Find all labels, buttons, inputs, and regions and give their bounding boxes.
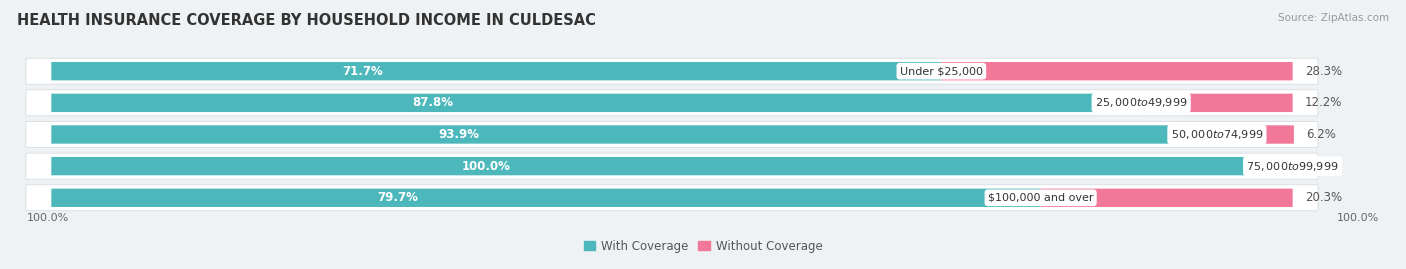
Text: $75,000 to $99,999: $75,000 to $99,999 xyxy=(1246,160,1339,173)
FancyBboxPatch shape xyxy=(1040,189,1292,207)
FancyBboxPatch shape xyxy=(51,94,1142,112)
Legend: With Coverage, Without Coverage: With Coverage, Without Coverage xyxy=(583,240,823,253)
FancyBboxPatch shape xyxy=(25,90,1317,116)
Text: $100,000 and over: $100,000 and over xyxy=(988,193,1094,203)
Text: $25,000 to $49,999: $25,000 to $49,999 xyxy=(1095,96,1188,109)
Text: 0.0%: 0.0% xyxy=(1305,160,1334,173)
Text: 100.0%: 100.0% xyxy=(461,160,510,173)
Text: 71.7%: 71.7% xyxy=(343,65,384,78)
Text: 100.0%: 100.0% xyxy=(1337,213,1379,223)
Text: $50,000 to $74,999: $50,000 to $74,999 xyxy=(1171,128,1263,141)
FancyBboxPatch shape xyxy=(51,157,1292,175)
Text: 100.0%: 100.0% xyxy=(27,213,69,223)
FancyBboxPatch shape xyxy=(25,58,1317,84)
Text: Source: ZipAtlas.com: Source: ZipAtlas.com xyxy=(1278,13,1389,23)
FancyBboxPatch shape xyxy=(51,189,1040,207)
FancyBboxPatch shape xyxy=(51,125,1218,144)
Text: 93.9%: 93.9% xyxy=(439,128,479,141)
FancyBboxPatch shape xyxy=(942,62,1292,80)
FancyBboxPatch shape xyxy=(25,122,1317,147)
FancyBboxPatch shape xyxy=(1218,125,1294,144)
FancyBboxPatch shape xyxy=(25,153,1317,179)
Text: 20.3%: 20.3% xyxy=(1305,191,1343,204)
Text: 87.8%: 87.8% xyxy=(412,96,453,109)
Text: 79.7%: 79.7% xyxy=(377,191,418,204)
Text: 6.2%: 6.2% xyxy=(1306,128,1336,141)
Text: HEALTH INSURANCE COVERAGE BY HOUSEHOLD INCOME IN CULDESAC: HEALTH INSURANCE COVERAGE BY HOUSEHOLD I… xyxy=(17,13,596,29)
Text: 12.2%: 12.2% xyxy=(1305,96,1343,109)
Text: 28.3%: 28.3% xyxy=(1305,65,1343,78)
FancyBboxPatch shape xyxy=(1142,94,1292,112)
FancyBboxPatch shape xyxy=(25,185,1317,211)
Text: Under $25,000: Under $25,000 xyxy=(900,66,983,76)
FancyBboxPatch shape xyxy=(51,62,942,80)
